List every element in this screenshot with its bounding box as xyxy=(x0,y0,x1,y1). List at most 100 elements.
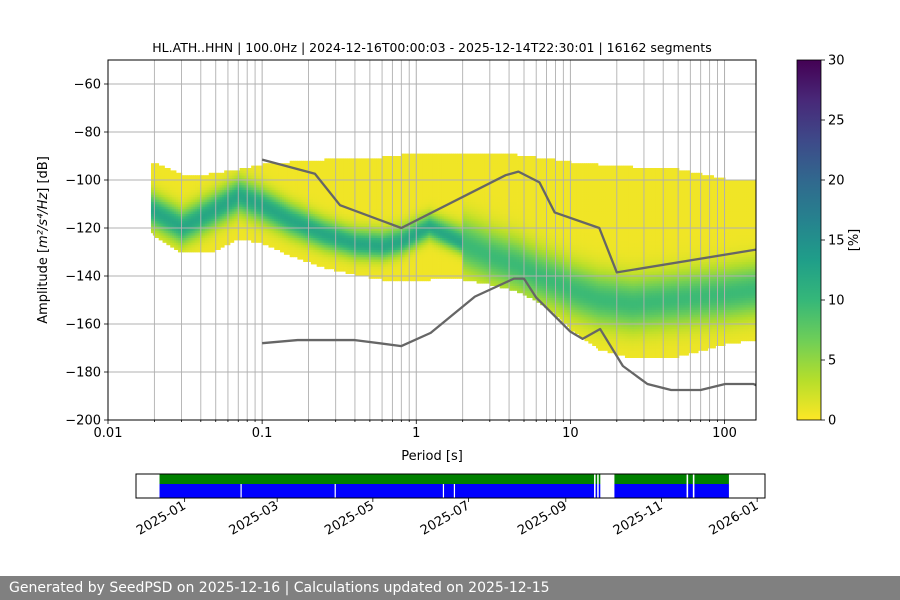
heat-cell xyxy=(193,194,196,198)
heat-cell xyxy=(278,240,281,243)
heat-cell xyxy=(239,170,242,174)
heat-cell xyxy=(330,256,333,260)
heat-cell xyxy=(150,204,154,207)
heat-cell xyxy=(326,208,329,212)
heat-cell xyxy=(320,184,323,188)
heat-cell xyxy=(303,189,306,193)
heat-cell xyxy=(243,237,246,241)
heat-cell xyxy=(378,259,381,262)
heat-cell xyxy=(181,240,185,243)
heat-cell xyxy=(166,170,169,174)
heat-cell xyxy=(220,182,223,186)
heat-cell xyxy=(224,220,227,224)
heat-cell xyxy=(291,218,294,222)
heat-cell xyxy=(303,216,306,219)
heat-cell xyxy=(249,225,252,229)
heat-cell xyxy=(297,180,300,183)
heat-cell xyxy=(189,220,192,224)
heat-cell xyxy=(384,256,387,260)
heat-cell xyxy=(362,225,366,229)
heat-cell xyxy=(216,232,219,236)
heat-cell xyxy=(341,237,345,241)
heat-cell xyxy=(366,216,370,219)
heat-cell xyxy=(202,228,206,231)
heat-cell xyxy=(199,194,202,198)
heat-cell xyxy=(318,213,321,217)
heat-cell xyxy=(154,163,158,166)
heat-cell xyxy=(299,228,302,231)
heat-cell xyxy=(366,218,370,222)
heat-cell xyxy=(357,223,360,226)
heat-cell xyxy=(374,160,377,164)
heat-cell xyxy=(314,220,318,224)
heat-cell xyxy=(204,189,208,193)
heat-cell xyxy=(201,206,204,210)
heat-cell xyxy=(320,175,323,178)
heat-cell xyxy=(228,194,231,198)
heat-cell xyxy=(335,196,339,200)
heat-cell xyxy=(326,168,329,171)
heat-cell xyxy=(216,180,219,183)
heat-cell xyxy=(202,216,206,219)
heat-cell xyxy=(226,242,229,246)
heat-cell xyxy=(162,165,165,169)
heat-cell xyxy=(312,160,316,164)
heat-cell xyxy=(372,180,375,183)
heat-cell xyxy=(235,184,239,188)
heat-cell xyxy=(170,220,173,224)
heat-cell xyxy=(193,237,196,241)
heat-cell xyxy=(386,187,389,190)
heat-cell xyxy=(293,218,296,222)
heat-cell xyxy=(231,220,235,224)
heat-cell xyxy=(237,182,240,186)
heat-cell xyxy=(391,204,395,207)
heat-cell xyxy=(235,204,239,207)
heat-cell xyxy=(389,170,393,174)
heat-cell xyxy=(320,204,323,207)
heat-cell xyxy=(380,273,383,277)
heat-cell xyxy=(335,170,339,174)
heat-cell xyxy=(276,201,279,205)
heat-cell xyxy=(166,184,169,188)
heat-cell xyxy=(374,271,377,274)
heat-cell xyxy=(343,182,346,186)
heat-cell xyxy=(318,218,321,222)
heat-cell xyxy=(314,204,318,207)
heat-cell xyxy=(220,199,223,202)
heat-cell xyxy=(179,206,183,210)
heat-cell xyxy=(197,237,200,241)
heat-cell xyxy=(168,184,171,188)
heat-cell xyxy=(393,177,397,181)
heat-cell xyxy=(376,228,379,231)
heat-cell xyxy=(362,194,366,198)
heat-cell xyxy=(253,230,256,234)
heat-cell xyxy=(316,228,319,231)
heat-cell xyxy=(270,163,273,166)
heat-cell xyxy=(345,208,348,212)
heat-cell xyxy=(187,237,190,241)
heat-cell xyxy=(339,211,343,214)
heat-cell xyxy=(241,223,244,226)
heat-cell xyxy=(156,216,160,219)
heat-cell xyxy=(156,184,160,188)
heat-cell xyxy=(283,208,287,212)
heat-cell xyxy=(355,196,358,200)
heat-cell xyxy=(150,180,154,183)
heat-cell xyxy=(320,172,323,176)
heat-cell xyxy=(318,194,321,198)
heat-cell xyxy=(278,211,281,214)
heat-cell xyxy=(168,204,171,207)
heat-cell xyxy=(289,211,293,214)
heat-cell xyxy=(160,237,163,241)
heat-cell xyxy=(372,220,375,224)
heat-cell xyxy=(266,242,269,246)
heat-cell xyxy=(328,232,331,236)
heat-cell xyxy=(181,204,185,207)
heat-cell xyxy=(270,182,273,186)
heat-cell xyxy=(258,218,262,222)
heat-cell xyxy=(224,170,227,174)
heat-cell xyxy=(229,228,233,231)
heat-cell xyxy=(162,206,165,210)
heat-cell xyxy=(183,225,187,229)
heat-cell xyxy=(258,225,262,229)
